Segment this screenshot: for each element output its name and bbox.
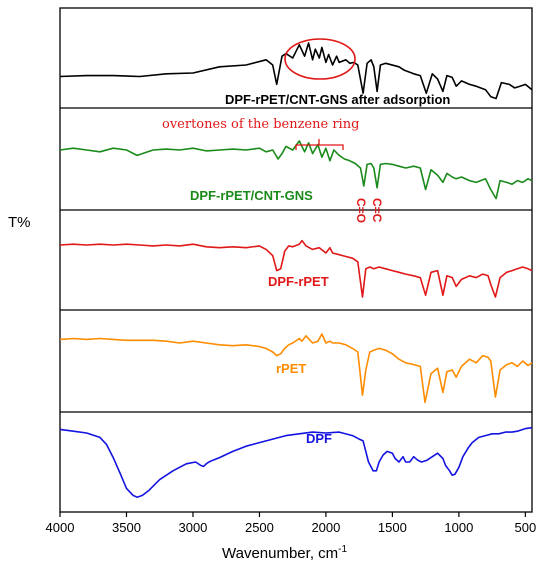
x-axis-ticks: 4000 3500 3000 2500 2000 1500 1000 500 bbox=[46, 512, 537, 535]
x-axis-title-main: Wavenumber, cm bbox=[222, 545, 338, 562]
x-axis-title-sup: -1 bbox=[338, 544, 347, 555]
x-tick-label: 2000 bbox=[311, 520, 340, 535]
plot-border bbox=[59, 7, 533, 513]
series-line-2 bbox=[59, 239, 533, 298]
x-tick-label: 2500 bbox=[245, 520, 274, 535]
series-label-3: rPET bbox=[276, 361, 306, 376]
x-tick-label: 3000 bbox=[178, 520, 207, 535]
series-line-1 bbox=[59, 140, 533, 200]
series-label-1: DPF-rPET/CNT-GNS bbox=[190, 188, 313, 203]
x-tick-label: 500 bbox=[515, 520, 537, 535]
x-tick-label: 4000 bbox=[46, 520, 75, 535]
annotations: overtones of the benzene ring C=O C=C bbox=[162, 38, 384, 223]
x-tick-label: 3500 bbox=[112, 520, 141, 535]
bond-co-label: C=O bbox=[354, 198, 368, 223]
series-line-3 bbox=[59, 333, 533, 404]
highlight-ellipse bbox=[284, 38, 356, 80]
x-tick-label: 1000 bbox=[444, 520, 473, 535]
series-line-0 bbox=[59, 42, 533, 100]
y-axis-title: T% bbox=[8, 214, 31, 231]
spectrum-labels: DPF-rPET/CNT-GNS after adsorption DPF-rPE… bbox=[190, 92, 450, 446]
bond-cc-label: C=C bbox=[370, 198, 384, 223]
series-label-2: DPF-rPET bbox=[268, 274, 329, 289]
x-tick-label: 1500 bbox=[378, 520, 407, 535]
series-line-4 bbox=[59, 426, 533, 498]
series-label-4: DPF bbox=[306, 431, 332, 446]
plot-frame bbox=[59, 7, 533, 513]
series-label-0: DPF-rPET/CNT-GNS after adsorption bbox=[225, 92, 450, 107]
spectra-lines bbox=[59, 42, 533, 498]
x-axis-title: Wavenumber, cm-1 bbox=[222, 544, 347, 562]
overtones-label: overtones of the benzene ring bbox=[162, 117, 359, 132]
